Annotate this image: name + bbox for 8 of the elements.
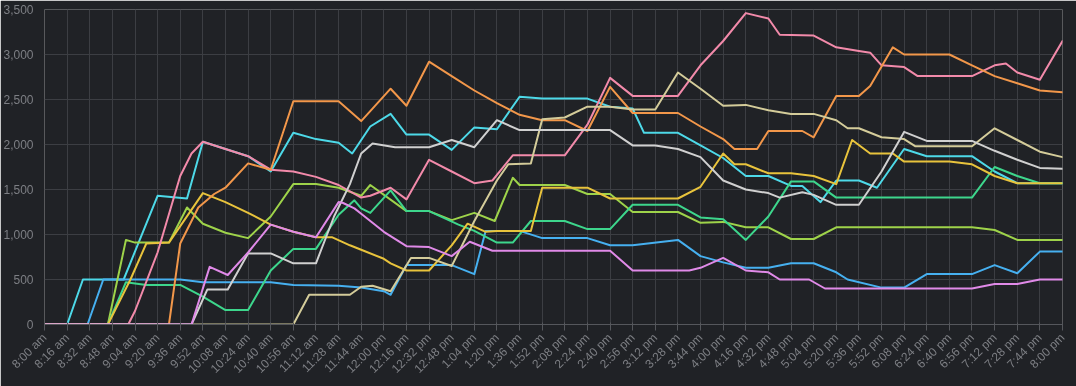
- y-tick-label: 2,000: [3, 138, 34, 152]
- y-tick-label: 2,500: [3, 93, 34, 107]
- y-tick-label: 1,000: [3, 228, 34, 242]
- y-tick-label: 3,000: [3, 48, 34, 62]
- y-tick-label: 0: [26, 318, 34, 332]
- y-tick-label: 1,500: [3, 183, 34, 197]
- y-tick-label: 500: [13, 273, 34, 287]
- y-tick-label: 3,500: [3, 3, 34, 17]
